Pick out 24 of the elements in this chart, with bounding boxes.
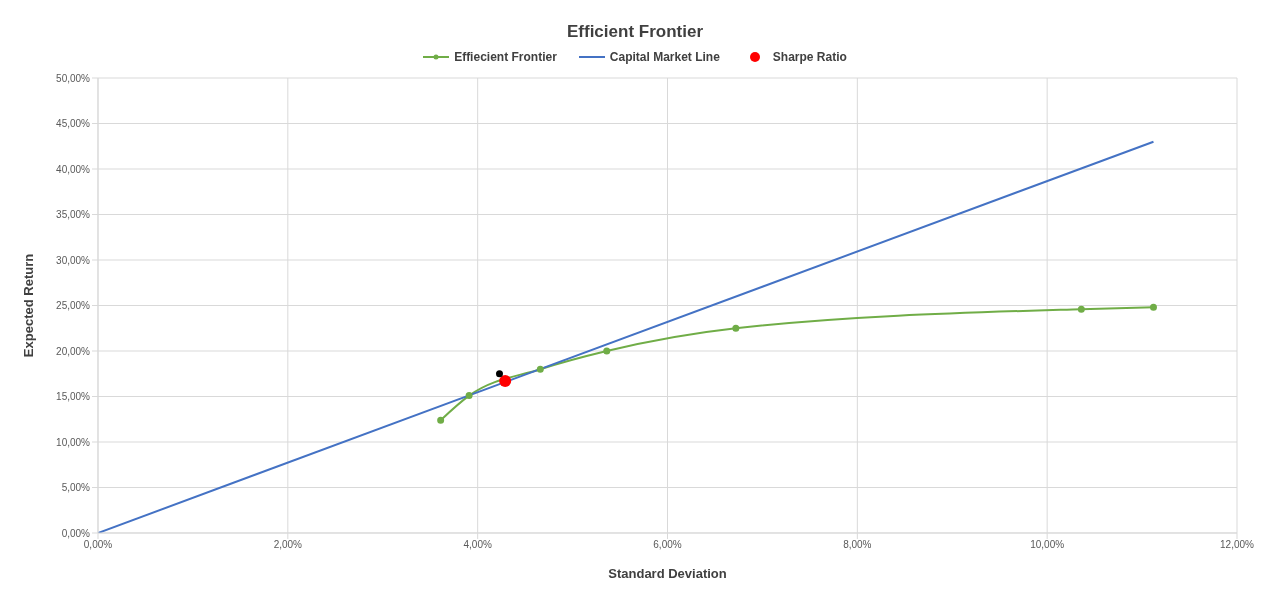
x-tick-label: 0,00%: [83, 539, 113, 551]
legend-label: Effiecient Frontier: [454, 50, 557, 64]
x-tick-label: 8,00%: [843, 539, 872, 551]
x-tick-label: 4,00%: [463, 539, 492, 551]
y-tick-label: 40,00%: [56, 163, 91, 175]
x-tick-label: 6,00%: [653, 539, 682, 551]
y-tick-label: 35,00%: [56, 209, 91, 221]
x-tick-label: 2,00%: [273, 539, 303, 551]
y-tick-label: 0,00%: [61, 527, 91, 539]
legend-label: Capital Market Line: [609, 50, 720, 64]
y-tick-label: 20,00%: [56, 345, 91, 357]
y-tick-label: 5,00%: [61, 482, 91, 494]
y-tick-label: 30,00%: [56, 254, 91, 266]
y-tick-label: 25,00%: [56, 300, 91, 312]
x-tick-label: 10,00%: [1030, 539, 1065, 551]
y-axis-title: Expected Return: [20, 253, 36, 358]
y-tick-label: 15,00%: [56, 391, 91, 403]
x-tick-label: 12,00%: [1220, 539, 1255, 551]
y-tick-label: 10,00%: [56, 436, 91, 448]
chart-title: Efficient Frontier: [566, 21, 704, 43]
legend-label: Sharpe Ratio: [772, 50, 847, 64]
y-tick-label: 50,00%: [56, 72, 91, 84]
y-tick-label: 45,00%: [56, 118, 91, 130]
x-axis-title: Standard Deviation: [608, 566, 727, 581]
